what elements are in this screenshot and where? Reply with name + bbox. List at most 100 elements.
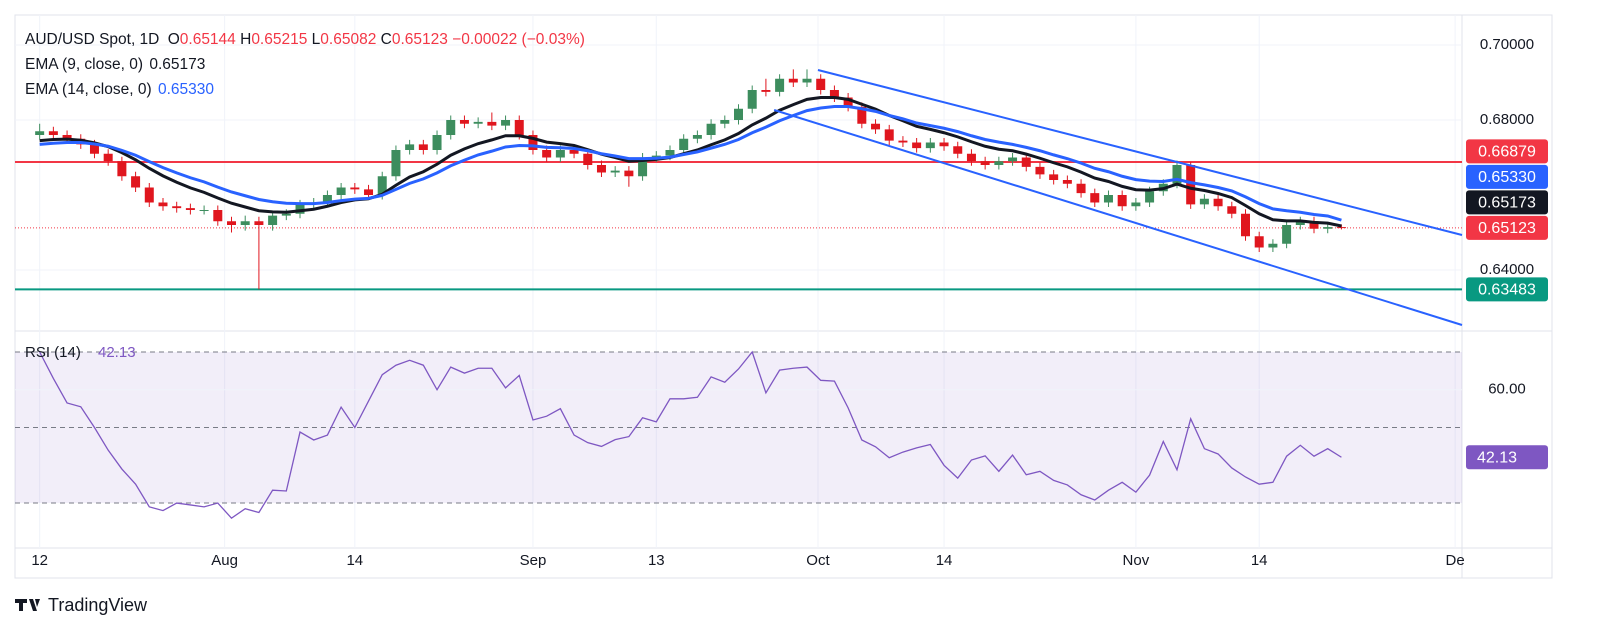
candle-body: [103, 153, 113, 162]
candle-body: [871, 123, 881, 130]
legend-text: O: [167, 31, 180, 48]
trend-line: [817, 69, 1463, 236]
legend-row: EMA (14, close, 0) 0.65330: [25, 77, 585, 102]
candle-body: [199, 210, 209, 211]
candle-body: [720, 120, 730, 124]
candle-body: [1336, 227, 1346, 229]
x-tick-label: Sep: [520, 552, 547, 569]
x-tick-label: 14: [1251, 552, 1268, 569]
candle-body: [364, 189, 374, 195]
candle-body: [1309, 221, 1319, 229]
candle-body: [89, 144, 99, 154]
rsi-tag-label: 42.13: [1477, 449, 1517, 466]
candle-body: [514, 120, 524, 135]
candle-body: [1295, 221, 1305, 225]
logo-mark: [15, 599, 40, 611]
candle-body: [295, 204, 305, 214]
candle-body: [898, 140, 908, 143]
candle-body: [322, 195, 332, 203]
legend-text: EMA (9, close, 0): [25, 56, 144, 73]
candle-body: [788, 78, 798, 83]
candle-body: [1062, 180, 1072, 184]
price-tag: [1466, 190, 1548, 215]
candle-body: [1186, 165, 1196, 205]
candle-body: [925, 142, 935, 149]
candle-body: [569, 150, 579, 154]
candle-body: [679, 138, 689, 150]
candle-body: [966, 153, 976, 162]
price-tag-label: 0.63483: [1478, 282, 1536, 299]
candle-body: [624, 170, 634, 177]
candle-body: [185, 208, 195, 210]
rsi-name: RSI (14): [25, 344, 81, 361]
candle-body: [336, 187, 346, 195]
candle-body: [1049, 174, 1059, 180]
candle-body: [542, 150, 552, 158]
logo: TradingView: [15, 595, 148, 615]
candle-body: [1227, 206, 1237, 214]
candle-body: [405, 144, 415, 150]
candle-body: [473, 121, 483, 124]
candle-body: [377, 176, 387, 195]
legend-text: 0.65173: [149, 56, 206, 73]
rsi-value: 42.13: [98, 344, 136, 361]
candle-body: [638, 157, 648, 177]
trend-line: [773, 109, 1463, 326]
candle-body: [1035, 166, 1045, 175]
candle-body: [1131, 202, 1141, 207]
x-tick-label: Aug: [211, 552, 238, 569]
candle-body: [144, 187, 154, 203]
candle-body: [487, 121, 497, 126]
candle-body: [268, 215, 278, 225]
price-tag: [1466, 139, 1548, 164]
legend-text: EMA (14, close, 0): [25, 81, 152, 98]
candle-body: [555, 150, 565, 158]
candle-body: [994, 161, 1004, 165]
candle-body: [391, 150, 401, 177]
price-tag-label: 0.65173: [1478, 195, 1536, 212]
candle-body: [1282, 225, 1292, 244]
price-tag-label: 0.65330: [1478, 169, 1536, 186]
candle-body: [172, 206, 182, 209]
candle-body: [528, 135, 538, 150]
rsi-tag: [1466, 445, 1548, 470]
candle-body: [912, 142, 922, 149]
rsi-line: [39, 350, 1342, 520]
rsi-tick-label: 60.00: [1488, 381, 1526, 398]
candle-body: [240, 221, 250, 225]
y-tick-label: 0.68000: [1480, 111, 1534, 128]
candle-body: [459, 120, 469, 124]
legend-text: AUD/USD Spot, 1D: [25, 31, 160, 48]
candle-body: [350, 187, 360, 190]
legend-text: H: [240, 31, 252, 48]
price-tag: [1466, 215, 1548, 240]
legend-row: AUD/USD Spot, 1D O0.65144 H0.65215 L0.65…: [25, 27, 585, 52]
candle-body: [1103, 195, 1113, 203]
price-tag-label: 0.65123: [1478, 220, 1536, 237]
candle-body: [1008, 157, 1018, 162]
candle-body: [843, 97, 853, 107]
candle-body: [1145, 191, 1155, 203]
candle-body: [158, 202, 168, 207]
x-tick-label: 14: [936, 552, 953, 569]
candle-body: [706, 123, 716, 135]
candle-body: [610, 170, 620, 173]
x-tick-label: Nov: [1123, 552, 1150, 569]
y-tick-label: 0.64000: [1480, 261, 1534, 278]
candle-body: [884, 129, 894, 141]
candle-body: [446, 120, 456, 135]
legend-row: EMA (9, close, 0) 0.65173: [25, 52, 585, 77]
legend-text: 0.65330: [157, 81, 214, 98]
candle-body: [281, 213, 291, 216]
x-tick-label: 14: [346, 552, 363, 569]
candle-body: [131, 176, 141, 188]
candle-body: [1254, 236, 1264, 248]
x-tick-label: 12: [31, 552, 48, 569]
candle-body: [583, 153, 593, 165]
candle-body: [213, 210, 223, 222]
candle-body: [953, 146, 963, 154]
candle-body: [761, 90, 771, 92]
legend: AUD/USD Spot, 1D O0.65144 H0.65215 L0.65…: [25, 27, 585, 102]
candle-body: [1199, 198, 1209, 205]
